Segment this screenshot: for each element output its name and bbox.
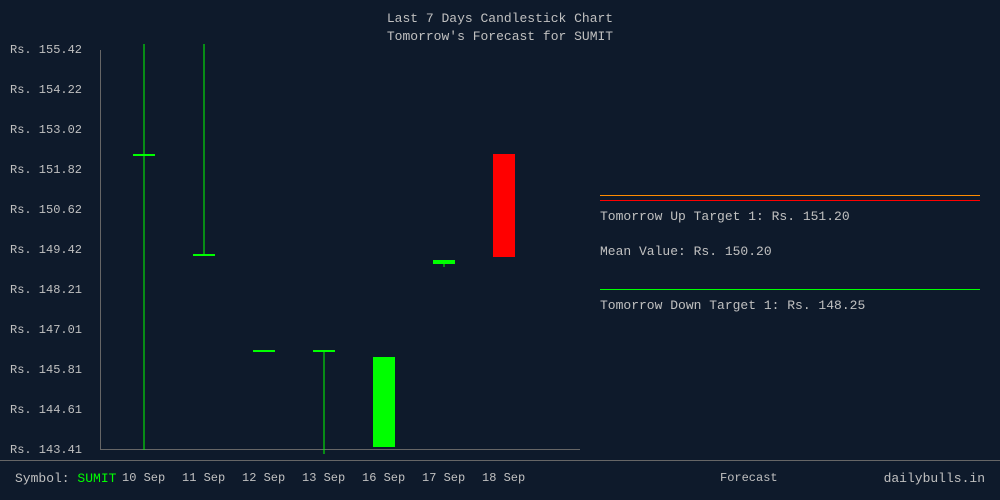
x-tick-label: Forecast	[720, 471, 778, 485]
chart-title: Last 7 Days Candlestick Chart Tomorrow's…	[0, 0, 1000, 46]
y-tick-label: Rs. 154.22	[10, 83, 82, 97]
x-tick-label: 18 Sep	[482, 471, 525, 485]
x-tick-label: 11 Sep	[182, 471, 225, 485]
candle	[143, 50, 144, 450]
candle-body	[493, 154, 515, 257]
candle-body	[373, 357, 395, 447]
candle	[323, 50, 324, 450]
x-tick-label: 12 Sep	[242, 471, 285, 485]
candle	[503, 50, 504, 450]
y-tick-label: Rs. 147.01	[10, 323, 82, 337]
footer-symbol: Symbol: SUMIT	[15, 471, 116, 486]
symbol-label: Symbol:	[15, 471, 77, 486]
title-line-2: Tomorrow's Forecast for SUMIT	[0, 28, 1000, 46]
info-line: Tomorrow Down Target 1: Rs. 148.25	[600, 289, 980, 325]
x-axis: Symbol: SUMIT dailybulls.in 10 Sep 11 Sep…	[0, 460, 1000, 500]
plot-area	[100, 50, 580, 450]
y-tick-label: Rs. 144.61	[10, 403, 82, 417]
candle	[443, 50, 444, 450]
candle-wick	[203, 44, 204, 254]
title-line-1: Last 7 Days Candlestick Chart	[0, 10, 1000, 28]
info-text: Mean Value: Rs. 150.20	[600, 244, 772, 259]
candle-body	[313, 350, 335, 352]
candle-body	[253, 350, 275, 352]
candle	[383, 50, 384, 450]
info-text: Tomorrow Up Target 1: Rs. 151.20	[600, 209, 850, 224]
y-tick-label: Rs. 155.42	[10, 43, 82, 57]
candle-body	[133, 154, 155, 156]
brand-label: dailybulls.in	[884, 471, 985, 486]
y-tick-label: Rs. 148.21	[10, 283, 82, 297]
x-tick-label: 13 Sep	[302, 471, 345, 485]
y-tick-label: Rs. 153.02	[10, 123, 82, 137]
chart-container: Rs. 155.42Rs. 154.22Rs. 153.02Rs. 151.82…	[0, 50, 1000, 450]
x-tick-label: 10 Sep	[122, 471, 165, 485]
candle-body	[193, 254, 215, 256]
y-tick-label: Rs. 143.41	[10, 443, 82, 457]
candle-wick	[143, 44, 144, 450]
y-tick-label: Rs. 149.42	[10, 243, 82, 257]
x-tick-label: 16 Sep	[362, 471, 405, 485]
info-panel: Tomorrow Up Target 1: Rs. 151.20 Mean Val…	[600, 195, 980, 325]
y-tick-label: Rs. 151.82	[10, 163, 82, 177]
info-line: Mean Value: Rs. 150.20	[600, 236, 980, 289]
candle	[203, 50, 204, 450]
y-tick-label: Rs. 145.81	[10, 363, 82, 377]
candle	[263, 50, 264, 450]
y-axis: Rs. 155.42Rs. 154.22Rs. 153.02Rs. 151.82…	[0, 50, 100, 450]
candle-body	[433, 260, 455, 263]
x-tick-label: 17 Sep	[422, 471, 465, 485]
info-text: Tomorrow Down Target 1: Rs. 148.25	[600, 298, 865, 313]
y-tick-label: Rs. 150.62	[10, 203, 82, 217]
symbol-value: SUMIT	[77, 471, 116, 486]
info-line: Tomorrow Up Target 1: Rs. 151.20	[600, 200, 980, 236]
candle-wick	[323, 350, 324, 453]
